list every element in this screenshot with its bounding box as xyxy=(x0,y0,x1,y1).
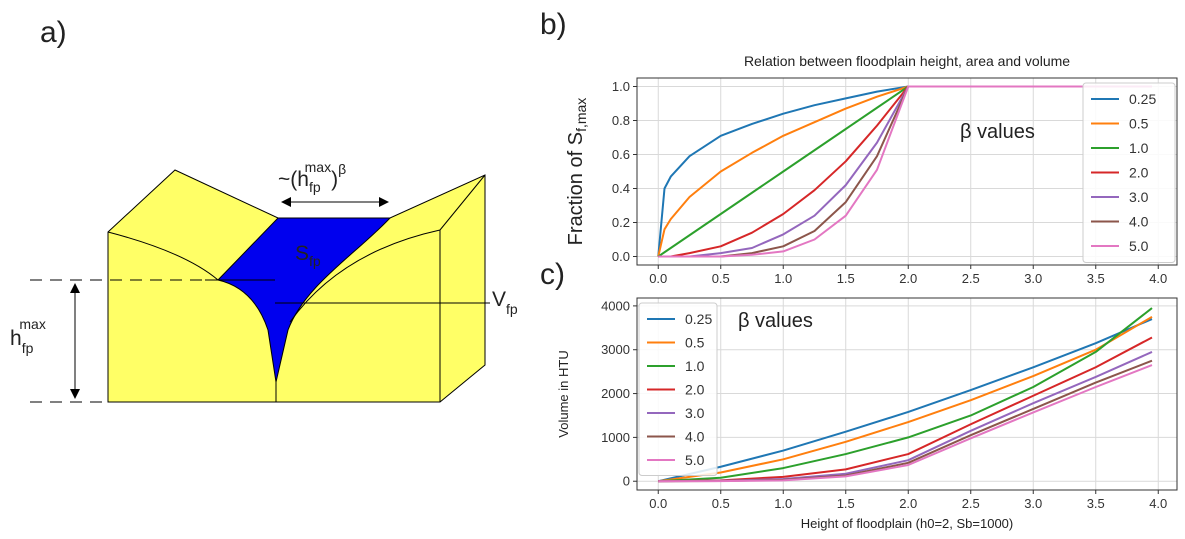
label-part: fp xyxy=(309,253,321,269)
series-line xyxy=(658,85,1152,258)
legend-label: 1.0 xyxy=(685,358,705,374)
x-tick-label: 2.0 xyxy=(899,496,917,511)
plot-frame xyxy=(636,297,1178,491)
y-axis-label: Volume in HTU xyxy=(556,350,571,437)
legend-label: 4.0 xyxy=(1129,214,1149,230)
label-part: ~(h xyxy=(278,168,309,191)
legend-label: 3.0 xyxy=(1129,189,1149,205)
label-part: S xyxy=(295,242,309,265)
x-tick-label: 1.0 xyxy=(774,271,792,286)
legend-label: 2.0 xyxy=(1129,165,1149,181)
x-tick-label: 0.5 xyxy=(712,271,730,286)
width-label: ~(hfp max)β xyxy=(278,159,346,195)
y-tick-label: 0.8 xyxy=(612,113,630,128)
x-tick-label: 3.0 xyxy=(1024,496,1042,511)
label-part: max xyxy=(305,159,331,175)
x-tick-label: 3.0 xyxy=(1024,271,1042,286)
label-part: h xyxy=(10,327,22,350)
legend-label: 0.5 xyxy=(685,335,705,351)
y-tick-label: 1000 xyxy=(601,430,630,445)
x-tick-label: 4.0 xyxy=(1149,271,1167,286)
legend-label: 0.5 xyxy=(1129,116,1149,132)
legend-label: 4.0 xyxy=(685,429,705,445)
y-tick-label: 0.0 xyxy=(612,249,630,264)
y-tick-label: 0.6 xyxy=(612,147,630,162)
series-line xyxy=(658,307,1153,483)
y-axis-label: Fraction of Sf,max xyxy=(565,98,589,246)
legend-label: 5.0 xyxy=(1129,238,1149,254)
y-tick-label: 4000 xyxy=(601,298,630,313)
height-label: hfp max xyxy=(10,316,46,356)
x-axis-label: Height of floodplain (h0=2, Sb=1000) xyxy=(801,516,1014,531)
label-part: Volume in HTU xyxy=(556,350,571,437)
x-tick-label: 3.5 xyxy=(1087,496,1105,511)
annotation: β values xyxy=(738,310,813,332)
legend-label: 0.25 xyxy=(1129,91,1156,107)
chart-title: Relation between floodplain height, area… xyxy=(744,53,1070,69)
x-tick-label: 1.0 xyxy=(774,496,792,511)
label-part: fp xyxy=(506,301,518,317)
series-line xyxy=(658,364,1153,483)
area-label: Sfp xyxy=(295,242,321,269)
x-tick-label: 3.5 xyxy=(1087,271,1105,286)
volume-label: Vfp xyxy=(492,288,518,317)
panel-label: a) xyxy=(40,16,67,49)
floodplain-area xyxy=(217,217,392,383)
edge xyxy=(439,174,486,231)
label-part: β xyxy=(338,161,346,177)
y-tick-label: 0 xyxy=(623,474,630,489)
y-tick-label: 3000 xyxy=(601,342,630,357)
label-part: Fraction of S xyxy=(565,132,587,245)
label-part: V xyxy=(492,288,506,311)
x-tick-label: 2.5 xyxy=(962,496,980,511)
floodplain-diagram xyxy=(30,169,490,403)
label-part: fp xyxy=(22,340,34,356)
label-part: fp xyxy=(309,179,321,195)
plot-frame xyxy=(636,77,1178,266)
x-tick-label: 1.5 xyxy=(837,496,855,511)
panel-label: b) xyxy=(540,8,567,41)
x-tick-label: 4.0 xyxy=(1149,496,1167,511)
annotation: β values xyxy=(960,121,1035,143)
panel-label: c) xyxy=(540,258,565,291)
label-part: ) xyxy=(331,168,338,191)
series-line xyxy=(658,315,1153,483)
label-part: max xyxy=(19,316,45,332)
legend-label: 0.25 xyxy=(685,311,712,327)
x-tick-label: 1.5 xyxy=(837,271,855,286)
legend-box xyxy=(1082,82,1176,263)
legend-label: 2.0 xyxy=(685,382,705,398)
series-line xyxy=(658,336,1153,483)
x-tick-label: 0.5 xyxy=(712,496,730,511)
y-tick-label: 2000 xyxy=(601,386,630,401)
legend-label: 1.0 xyxy=(1129,140,1149,156)
y-tick-label: 1.0 xyxy=(612,79,630,94)
legend-label: 5.0 xyxy=(685,452,705,468)
legend-label: 3.0 xyxy=(685,405,705,421)
edge xyxy=(107,231,219,281)
x-tick-label: 2.5 xyxy=(962,271,980,286)
series-line xyxy=(658,318,1153,483)
legend-box xyxy=(638,302,718,476)
y-tick-label: 0.2 xyxy=(612,215,630,230)
x-tick-label: 0.0 xyxy=(649,271,667,286)
edge xyxy=(289,229,441,323)
x-tick-label: 2.0 xyxy=(899,271,917,286)
x-tick-label: 0.0 xyxy=(649,496,667,511)
label-part: f,max xyxy=(573,98,589,132)
y-tick-label: 0.4 xyxy=(612,181,630,196)
